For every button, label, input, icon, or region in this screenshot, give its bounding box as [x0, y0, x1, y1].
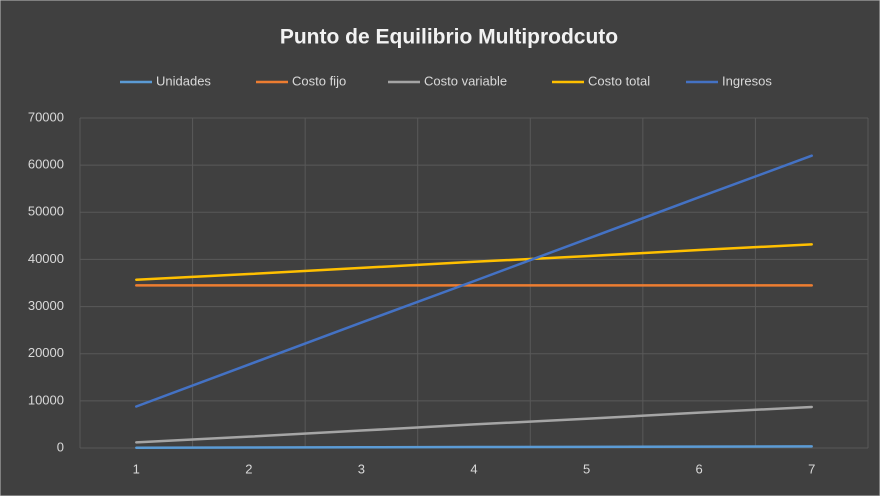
y-tick-label: 50000	[28, 204, 64, 219]
series-line	[135, 405, 813, 444]
x-tick-label: 6	[696, 461, 703, 476]
legend-label: Costo total	[588, 73, 650, 88]
y-tick-label: 60000	[28, 157, 64, 172]
x-tick-label: 4	[470, 461, 477, 476]
y-tick-label: 40000	[28, 251, 64, 266]
y-tick-label: 10000	[28, 392, 64, 407]
legend-label: Costo variable	[424, 73, 507, 88]
x-tick-label: 2	[245, 461, 252, 476]
chart-title: Punto de Equilibrio Multiprodcuto	[280, 26, 618, 49]
y-tick-label: 20000	[28, 345, 64, 360]
series-line	[135, 154, 813, 408]
x-tick-label: 7	[808, 461, 815, 476]
y-tick-label: 70000	[28, 109, 64, 124]
legend-label: Costo fijo	[292, 73, 346, 88]
series-line	[135, 445, 813, 450]
y-tick-label: 30000	[28, 298, 64, 313]
legend-label: Unidades	[156, 73, 211, 88]
x-tick-label: 1	[133, 461, 140, 476]
y-tick-label: 0	[57, 439, 64, 454]
legend-label: Ingresos	[722, 73, 772, 88]
x-tick-label: 5	[583, 461, 590, 476]
series-line	[135, 243, 813, 281]
x-tick-label: 3	[358, 461, 365, 476]
